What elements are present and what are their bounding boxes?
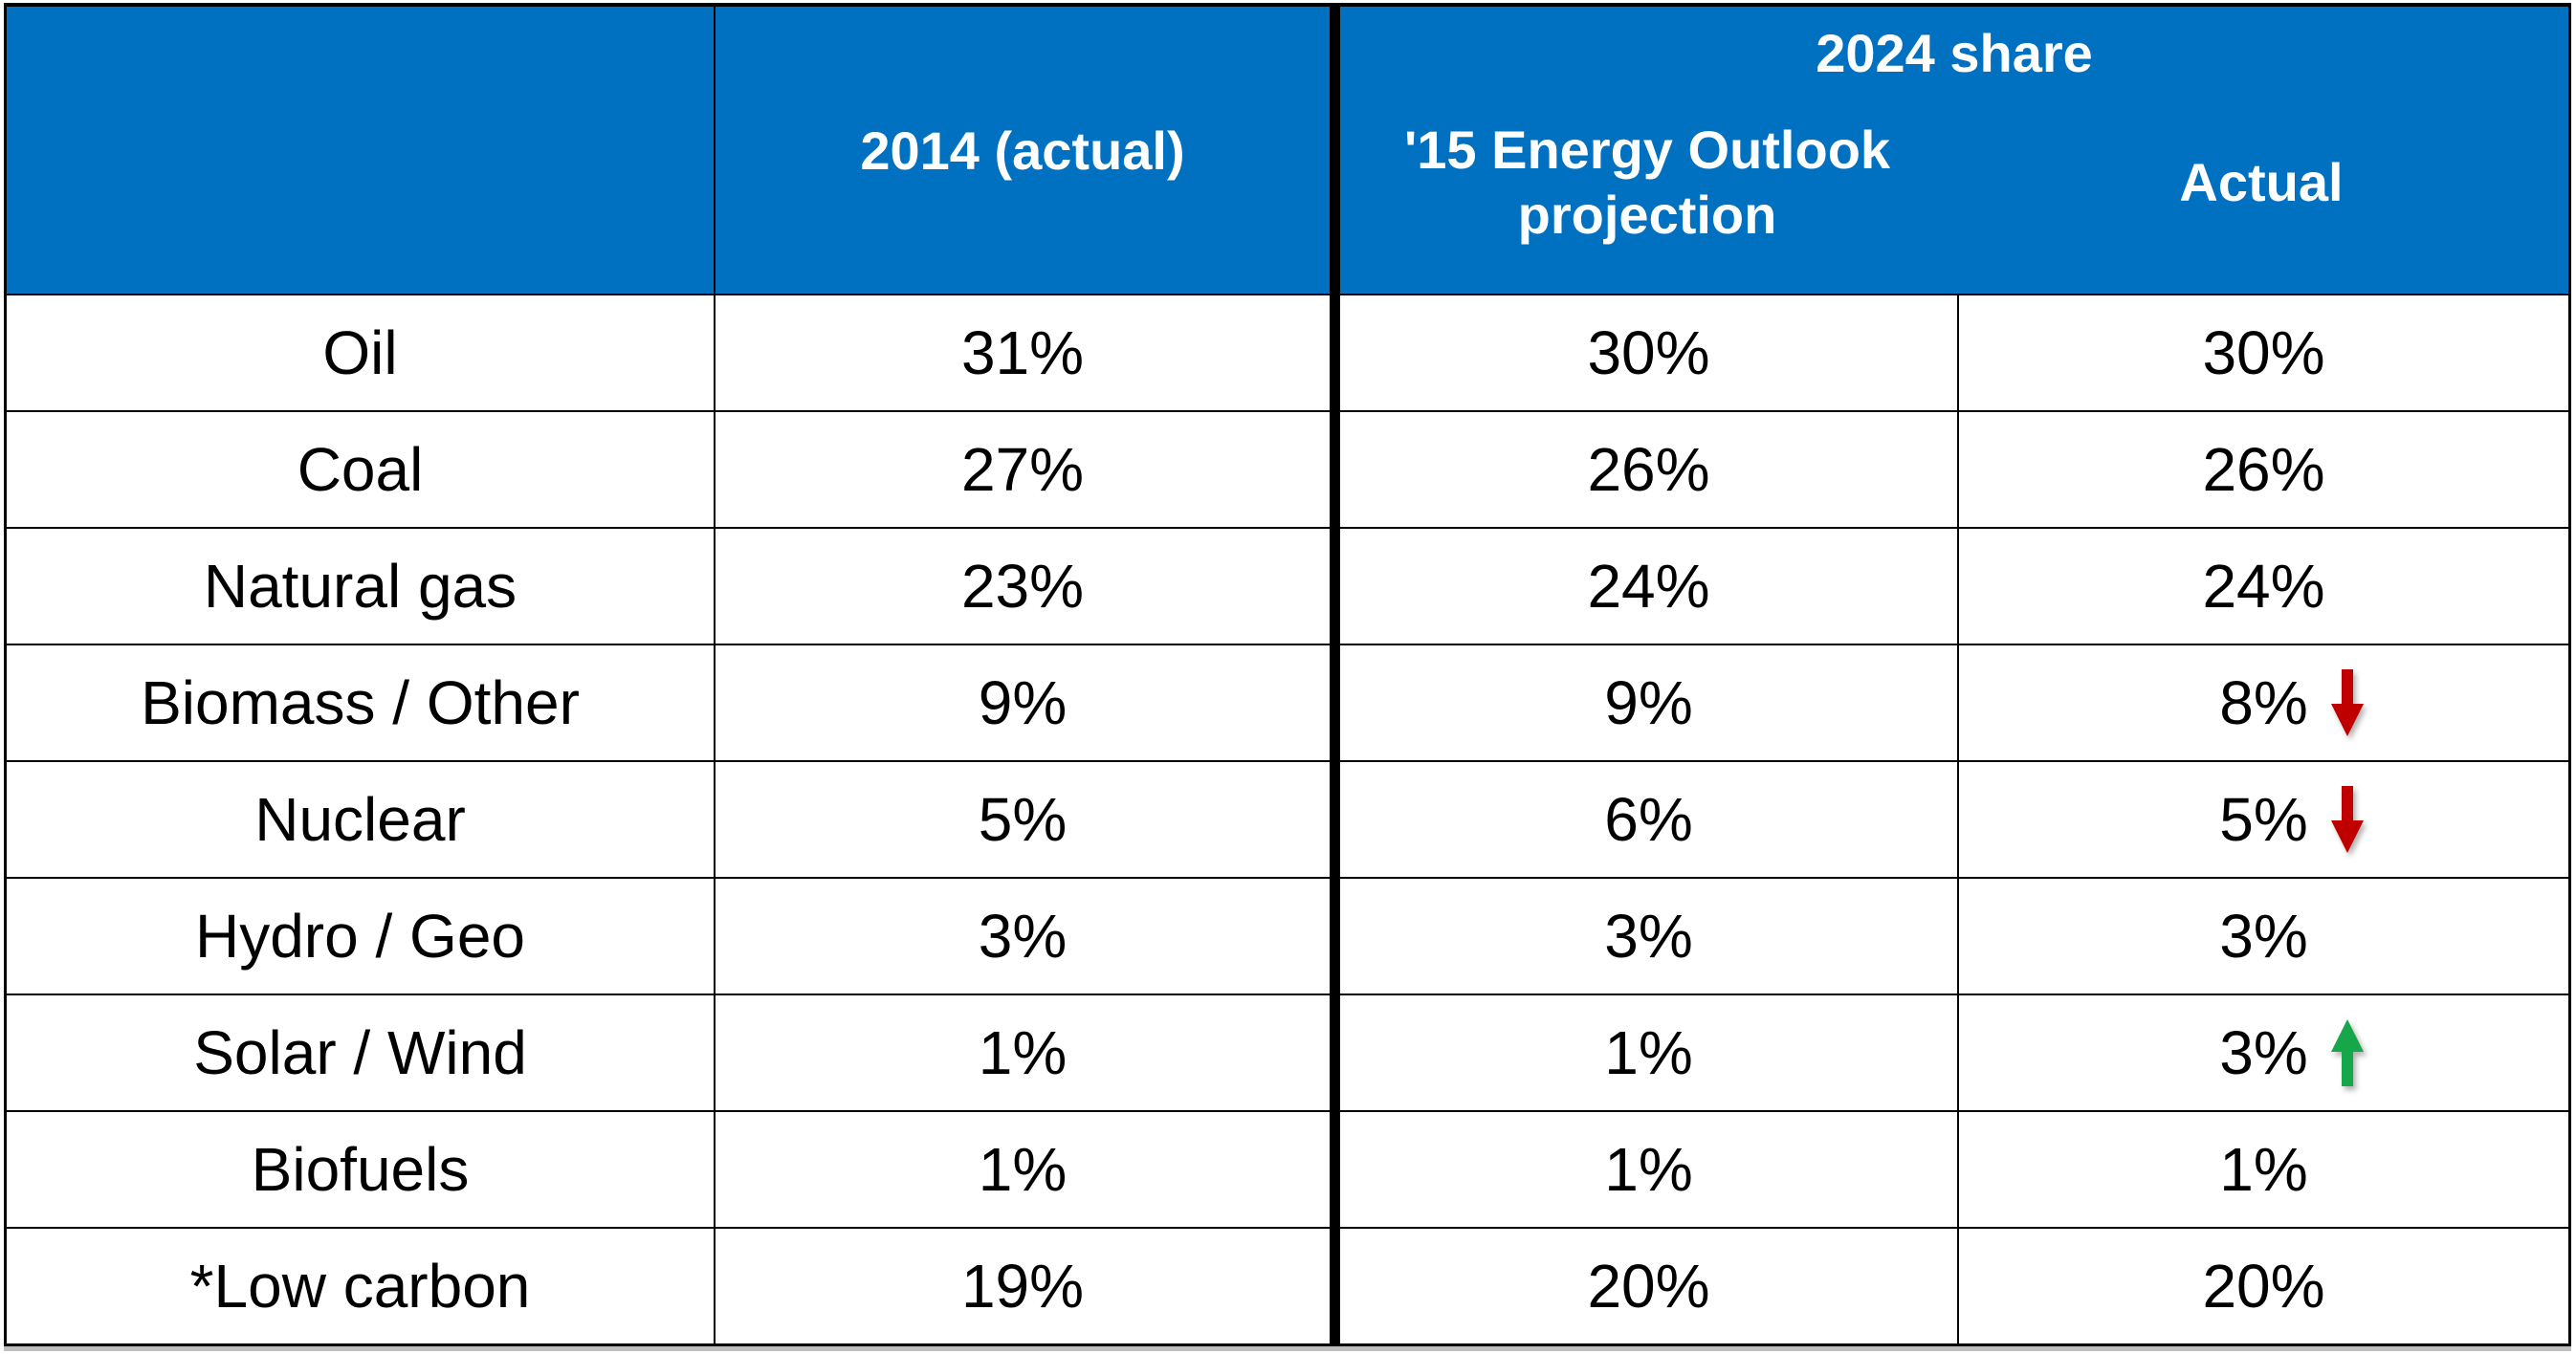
cell-text: 24% [1587, 552, 1710, 621]
cell-text: 30% [2202, 318, 2325, 387]
cell-text: 26% [2202, 435, 2325, 504]
value-2014-cell: 23% [716, 527, 1330, 644]
value-2014-cell: 5% [716, 760, 1330, 877]
value-projection-cell: 1% [1340, 1110, 1959, 1227]
value-projection-cell: 1% [1340, 994, 1959, 1110]
value-projection-cell: 24% [1340, 527, 1959, 644]
cell-text: Hydro / Geo [194, 902, 526, 971]
cell-text: 27% [960, 435, 1085, 504]
cell-text: 3% [1604, 902, 1693, 971]
value-2014-cell: 27% [716, 410, 1330, 527]
header-2014-actual-cell: 2014 (actual) [716, 7, 1330, 294]
cell-text: 3% [978, 902, 1068, 971]
value-2014-cell: 1% [716, 1110, 1330, 1227]
cell-text: 5% [978, 785, 1068, 854]
row-label-cell: Natural gas [7, 527, 716, 644]
header-empty-cell [7, 7, 716, 294]
value-projection-cell: 26% [1340, 410, 1959, 527]
cell-text: 1% [978, 1135, 1068, 1204]
cell-text: 24% [2202, 552, 2325, 621]
cell-text: 23% [960, 552, 1085, 621]
cell-text: 6% [1604, 785, 1693, 854]
value-2014-cell: 3% [716, 877, 1330, 994]
cell-text: 3% [2219, 902, 2308, 971]
value-2014-cell: 9% [716, 644, 1330, 760]
cell-text: 20% [2202, 1252, 2325, 1321]
cell-text: 19% [960, 1252, 1085, 1321]
value-actual-cell: 24% [1959, 527, 2568, 644]
table-thick-divider [1330, 7, 1340, 1343]
value-projection-cell: 6% [1340, 760, 1959, 877]
cell-text: 26% [1587, 435, 1710, 504]
row-label-cell: Solar / Wind [7, 994, 716, 1110]
trend-down-icon [2330, 669, 2364, 736]
cell-text: Nuclear [254, 785, 466, 854]
cell-text: 3% [2219, 1018, 2308, 1087]
header-projection-label: '15 Energy Outlook projection [1403, 120, 1891, 245]
row-label-cell: Oil [7, 294, 716, 410]
row-label-cell: Biomass / Other [7, 644, 716, 760]
cell-text: Solar / Wind [193, 1018, 527, 1087]
trend-down-icon [2330, 786, 2364, 853]
header-2024-share-label: 2024 share [1816, 23, 2093, 83]
value-actual-cell: 20% [1959, 1227, 2568, 1343]
trend-up-icon [2330, 1019, 2364, 1086]
header-actual-label: Actual [2179, 152, 2344, 212]
cell-text: 5% [2219, 785, 2308, 854]
cell-text: Natural gas [203, 552, 517, 621]
value-2014-cell: 19% [716, 1227, 1330, 1343]
header-2024-share-group: 2024 share '15 Energy Outlook projection… [1340, 7, 2568, 294]
energy-table: 2014 (actual) 2024 share '15 Energy Outl… [4, 3, 2571, 1346]
cell-text: 8% [2219, 668, 2308, 737]
value-actual-cell: 3% [1959, 877, 2568, 994]
header-subheads: '15 Energy Outlook projection Actual [1340, 84, 2568, 294]
table-bottom-shadow [4, 1346, 2571, 1351]
cell-text: 1% [1604, 1135, 1693, 1204]
row-label-cell: Coal [7, 410, 716, 527]
value-2014-cell: 1% [716, 994, 1330, 1110]
header-2014-actual-label: 2014 (actual) [860, 120, 1185, 181]
cell-text: *Low carbon [189, 1252, 531, 1321]
header-actual-cell: Actual [1954, 84, 2568, 294]
cell-text: Coal [297, 435, 424, 504]
value-projection-cell: 20% [1340, 1227, 1959, 1343]
cell-text: Biomass / Other [141, 668, 580, 737]
value-projection-cell: 30% [1340, 294, 1959, 410]
cell-text: Biofuels [251, 1135, 470, 1204]
cell-text: 30% [1587, 318, 1710, 387]
value-projection-cell: 9% [1340, 644, 1959, 760]
cell-text: 31% [960, 318, 1085, 387]
cell-text: 20% [1587, 1252, 1710, 1321]
header-projection-cell: '15 Energy Outlook projection [1340, 84, 1954, 294]
row-label-cell: Biofuels [7, 1110, 716, 1227]
value-2014-cell: 31% [716, 294, 1330, 410]
row-label-cell: Nuclear [7, 760, 716, 877]
cell-text: Oil [322, 318, 398, 387]
value-actual-cell: 1% [1959, 1110, 2568, 1227]
value-projection-cell: 3% [1340, 877, 1959, 994]
cell-text: 1% [2219, 1135, 2308, 1204]
cell-text: 9% [1604, 668, 1693, 737]
value-actual-cell: 30% [1959, 294, 2568, 410]
cell-text: 9% [978, 668, 1068, 737]
value-actual-cell: 26% [1959, 410, 2568, 527]
row-label-cell: *Low carbon [7, 1227, 716, 1343]
value-actual-cell: 5% [1959, 760, 2568, 877]
value-actual-cell: 3% [1959, 994, 2568, 1110]
row-label-cell: Hydro / Geo [7, 877, 716, 994]
cell-text: 1% [1604, 1018, 1693, 1087]
value-actual-cell: 8% [1959, 644, 2568, 760]
cell-text: 1% [978, 1018, 1068, 1087]
